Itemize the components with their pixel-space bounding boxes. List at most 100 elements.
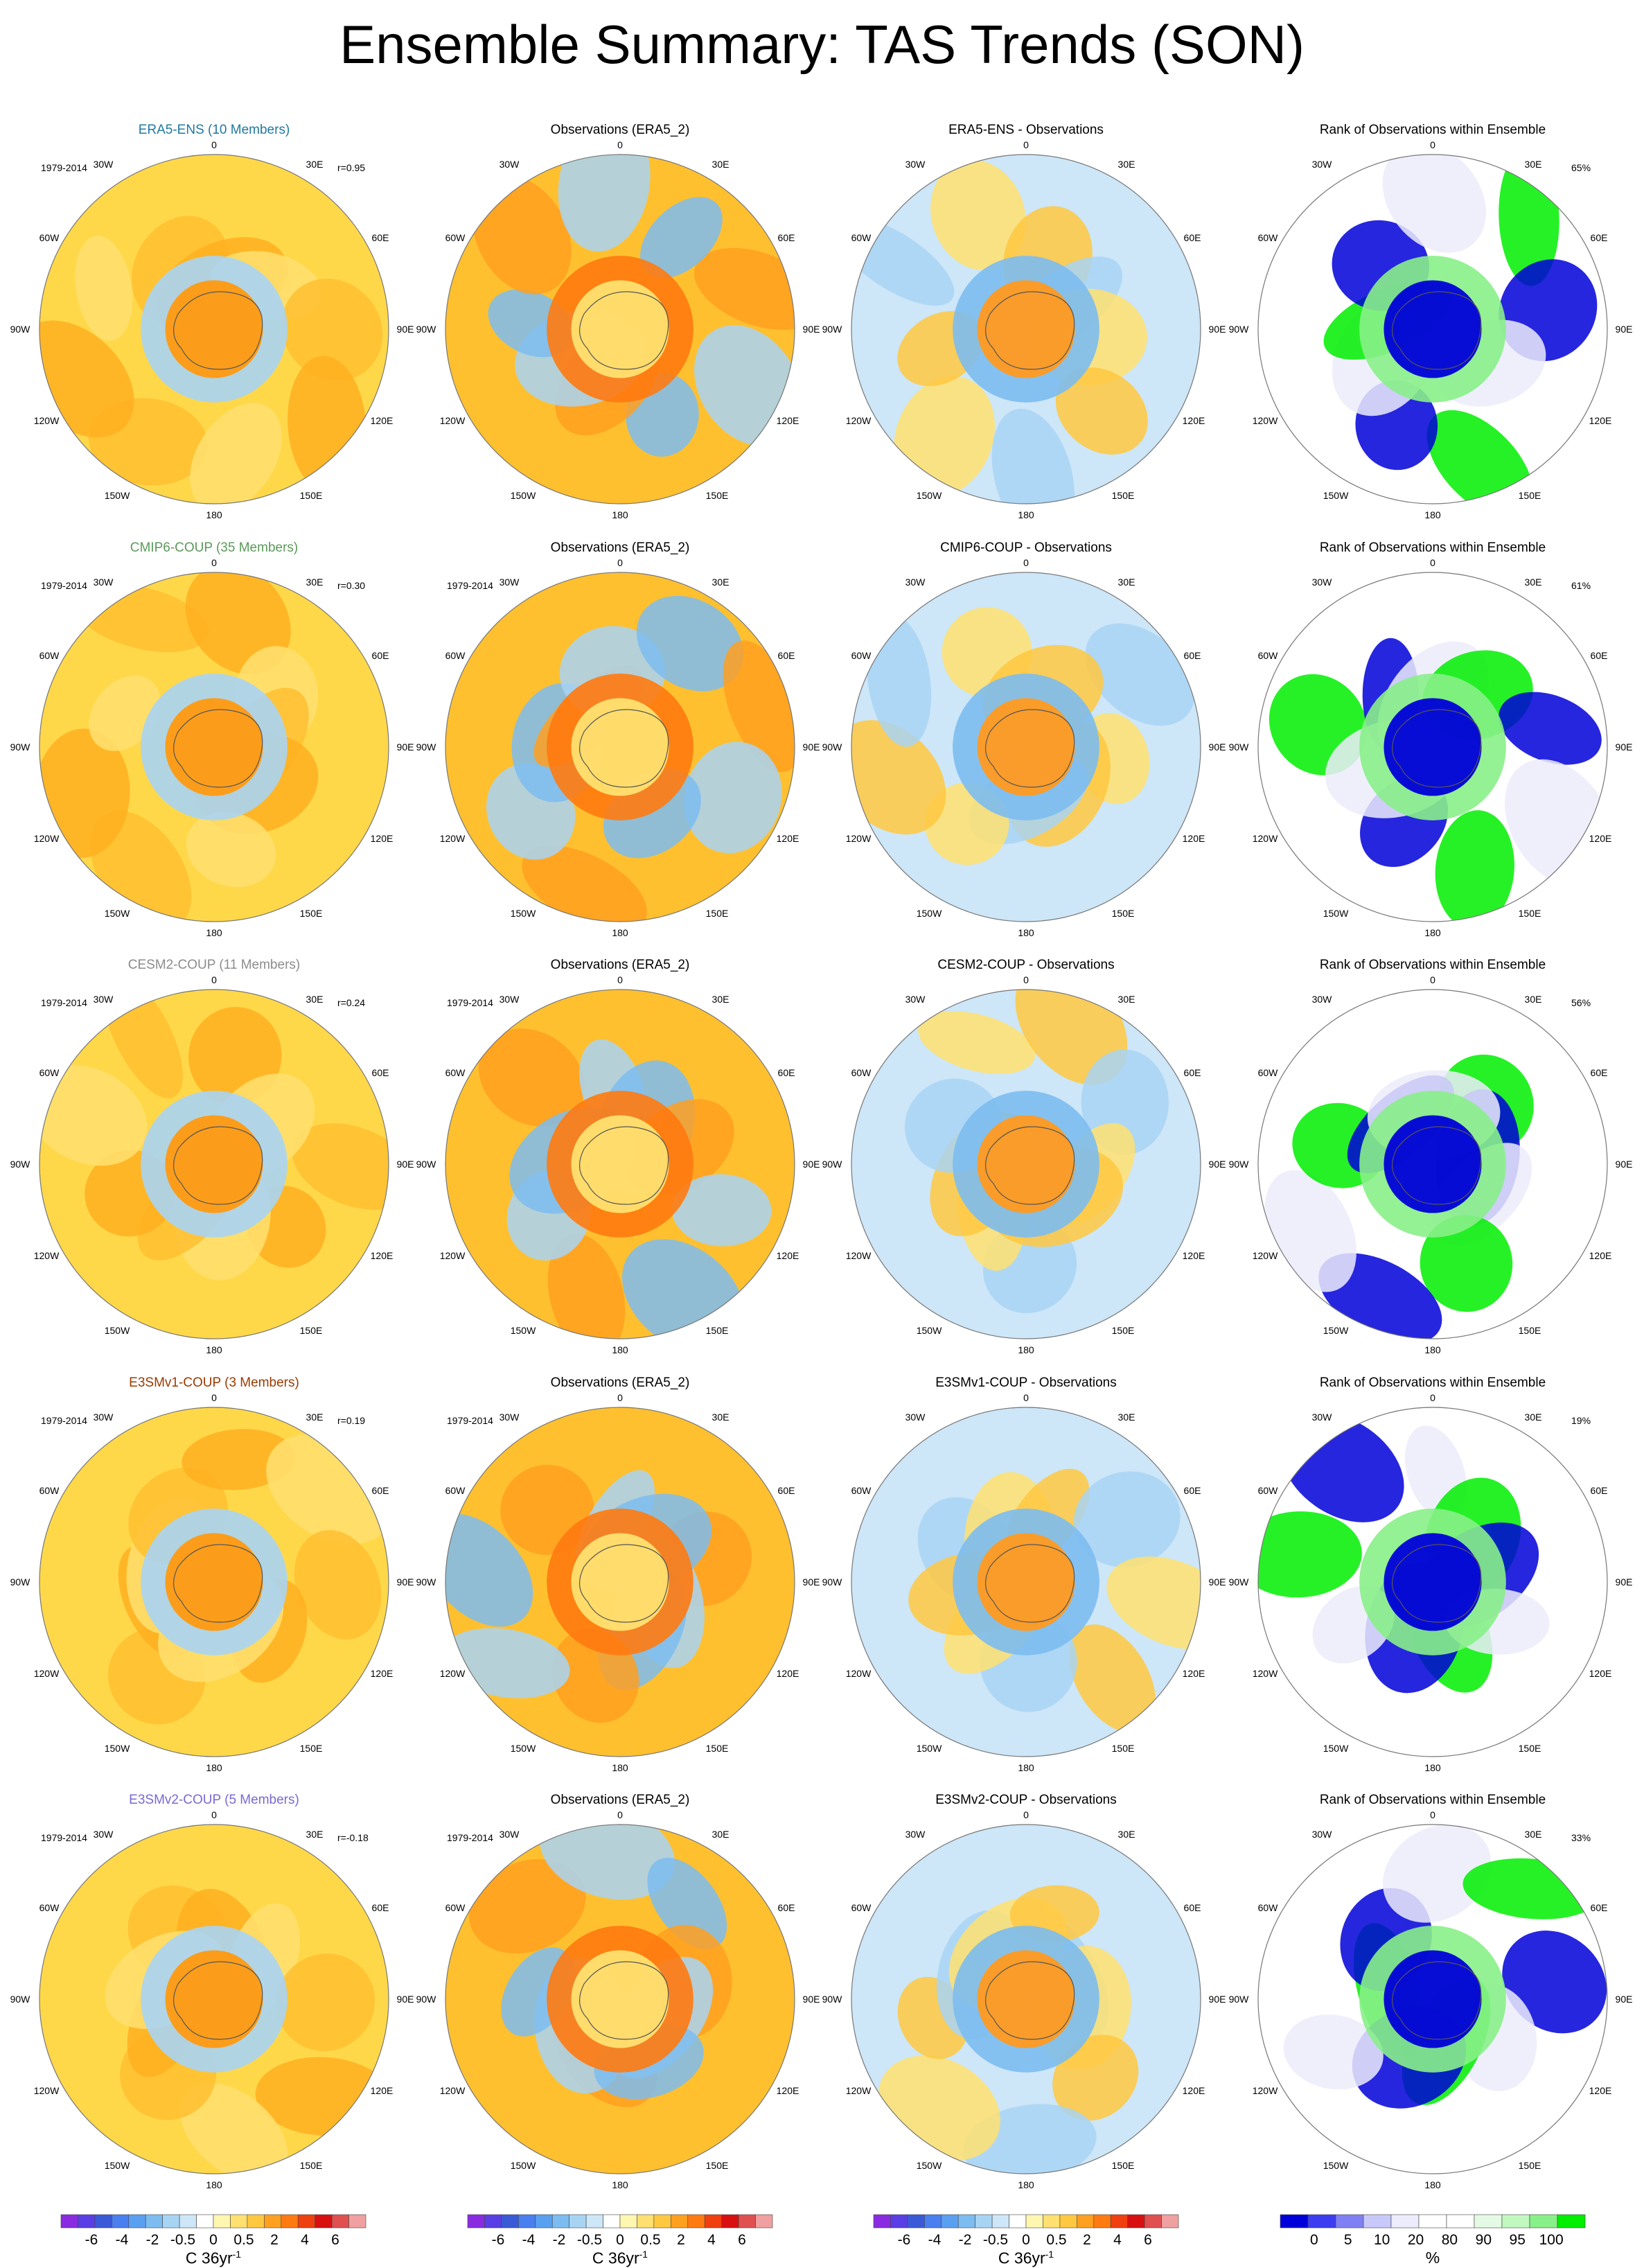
colorbar-tick-label: -0.5 xyxy=(576,2232,603,2248)
longitude-label: 150W xyxy=(1323,2160,1349,2171)
colorbar-swatch xyxy=(721,2214,739,2229)
longitude-label: 150W xyxy=(916,908,942,919)
longitude-label: 90E xyxy=(802,1994,820,2005)
colorbar-unit: % xyxy=(1425,2249,1440,2267)
longitude-label: 150W xyxy=(1323,1743,1349,1754)
colorbar-unit: C 36yr xyxy=(998,2249,1045,2267)
colorbar-swatch xyxy=(331,2214,349,2229)
longitude-label: 60E xyxy=(777,232,795,243)
colorbar-swatch xyxy=(1280,2214,1309,2229)
longitude-label: 150E xyxy=(1111,908,1135,919)
longitude-label: 30E xyxy=(1117,577,1135,588)
colorbar-unit-label: C 36yr-1 xyxy=(186,2249,241,2268)
longitude-label: 120E xyxy=(1589,1668,1612,1679)
correlation-label: r=0.24 xyxy=(337,997,366,1008)
colorbar-swatch xyxy=(1474,2214,1503,2229)
longitude-label: 60W xyxy=(851,650,872,661)
longitude-label: 30W xyxy=(93,577,114,588)
longitude-label: 120W xyxy=(1252,415,1278,426)
period-label: 1979-2014 xyxy=(447,580,493,591)
difference-panel-title: CMIP6-COUP - Observations xyxy=(940,540,1112,555)
colorbar-swatch xyxy=(60,2214,78,2229)
longitude-label: 60E xyxy=(1183,1067,1201,1078)
longitude-label: 150E xyxy=(705,1743,729,1754)
colorbar-unit-superscript: -1 xyxy=(1045,2249,1054,2260)
longitude-label: 150W xyxy=(916,490,942,501)
colorbar-unit-label: % xyxy=(1426,2249,1440,2267)
longitude-label: 120W xyxy=(439,415,466,426)
longitude-label: 180 xyxy=(612,509,628,520)
longitude-label: 30E xyxy=(1524,994,1542,1005)
longitude-label: 30W xyxy=(1311,994,1332,1005)
longitude-label: 150E xyxy=(705,2160,729,2171)
longitude-label: 0 xyxy=(1430,557,1435,568)
longitude-label: 30E xyxy=(306,577,324,588)
period-label: 1979-2014 xyxy=(447,997,493,1008)
longitude-label: 60E xyxy=(371,1067,389,1078)
polar-map-diff-r4 xyxy=(851,1407,1201,1757)
longitude-label: 30E xyxy=(306,1412,324,1423)
colorbar-swatch xyxy=(687,2214,705,2229)
longitude-label: 60W xyxy=(851,1485,872,1496)
longitude-label: 120W xyxy=(33,1668,60,1679)
colorbar-tick-label: -2 xyxy=(552,2232,566,2248)
longitude-label: 180 xyxy=(206,1762,222,1773)
colorbar-swatch xyxy=(1127,2214,1145,2229)
longitude-label: 120W xyxy=(1252,2085,1278,2096)
longitude-label: 180 xyxy=(1424,1762,1441,1773)
longitude-label: 120W xyxy=(439,1668,466,1679)
rank-panel-title: Rank of Observations within Ensemble xyxy=(1319,1793,1546,1807)
polar-map-diff-r2 xyxy=(851,572,1201,922)
longitude-label: 30W xyxy=(499,994,520,1005)
longitude-label: 90E xyxy=(1208,1159,1226,1170)
polar-map-rank-r5 xyxy=(1257,1824,1608,2174)
longitude-label: 150E xyxy=(1518,2160,1541,2171)
longitude-label: 90W xyxy=(822,1994,842,2005)
colorbar-tick-label: 4 xyxy=(1113,2232,1122,2248)
longitude-label: 60W xyxy=(851,1067,872,1078)
colorbar-tick-label: 95 xyxy=(1509,2232,1526,2248)
colorbar-swatch xyxy=(1110,2214,1128,2229)
longitude-label: 150W xyxy=(104,490,130,501)
longitude-label: 120W xyxy=(1252,833,1278,844)
longitude-label: 120W xyxy=(1252,1668,1278,1679)
colorbar-swatch xyxy=(551,2214,569,2229)
longitude-label: 150E xyxy=(705,490,729,501)
longitude-label: 90W xyxy=(1228,1576,1249,1588)
longitude-label: 60E xyxy=(1590,1067,1608,1078)
longitude-label: 30E xyxy=(711,577,730,588)
colorbar-tick-label: 100 xyxy=(1539,2232,1564,2248)
longitude-label: 120E xyxy=(1182,1668,1205,1679)
longitude-label: 120E xyxy=(776,415,799,426)
longitude-label: 180 xyxy=(1018,509,1034,520)
longitude-label: 150W xyxy=(104,1743,130,1754)
rank-panel-title: Rank of Observations within Ensemble xyxy=(1319,540,1546,555)
longitude-label: 30W xyxy=(93,994,114,1005)
longitude-label: 180 xyxy=(1018,1344,1034,1355)
longitude-label: 120E xyxy=(1589,415,1612,426)
ensemble-panel-title: CESM2-COUP (11 Members) xyxy=(127,958,301,972)
rank-percent-label: 19% xyxy=(1571,1415,1591,1426)
colorbar-swatch xyxy=(1093,2214,1111,2229)
longitude-label: 120E xyxy=(776,833,799,844)
longitude-label: 30E xyxy=(1117,1412,1135,1423)
longitude-label: 150E xyxy=(1518,908,1541,919)
colorbar-swatch xyxy=(1418,2214,1447,2229)
rank-panel-title: Rank of Observations within Ensemble xyxy=(1319,123,1546,137)
colorbar-tick-label: 0 xyxy=(1022,2232,1030,2248)
longitude-label: 0 xyxy=(1023,1809,1029,1820)
longitude-label: 90W xyxy=(416,324,436,335)
colorbar-swatch xyxy=(1059,2214,1077,2229)
period-label: 1979-2014 xyxy=(447,1832,493,1843)
period-label: 1979-2014 xyxy=(447,1415,493,1426)
longitude-label: 150W xyxy=(510,908,536,919)
longitude-label: 60W xyxy=(39,1902,60,1913)
longitude-label: 60E xyxy=(777,1067,795,1078)
longitude-label: 30E xyxy=(711,1412,730,1423)
colorbar-tick-label: 0.5 xyxy=(1046,2232,1067,2248)
colorbar-swatch xyxy=(1501,2214,1530,2229)
longitude-label: 90E xyxy=(1615,324,1633,335)
longitude-label: 30W xyxy=(499,577,520,588)
longitude-label: 90W xyxy=(416,1576,436,1588)
